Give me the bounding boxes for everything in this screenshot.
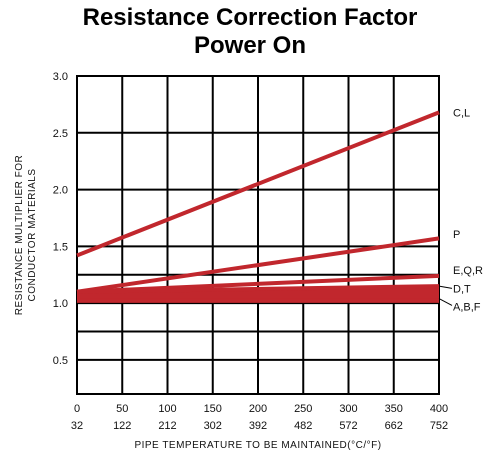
y-tick-label: 2.0 [53, 185, 68, 197]
x-tick-label-fahrenheit: 32 [71, 420, 83, 432]
leader-line-d-t [438, 285, 453, 289]
x-tick-label-celsius: 250 [294, 403, 312, 415]
x-axis-label: PIPE TEMPERATURE TO BE MAINTAINED(°C/°F) [134, 440, 381, 451]
series-marks [76, 110, 440, 303]
x-tick-label-fahrenheit: 572 [339, 420, 357, 432]
x-tick-label-fahrenheit: 392 [249, 420, 267, 432]
chart-title: Resistance Correction Factor [82, 4, 418, 31]
y-tick-label: 1.0 [53, 298, 68, 310]
series-label-d-t: D,T [453, 283, 471, 295]
x-tick-label-fahrenheit: 122 [113, 420, 131, 432]
x-tick-label-fahrenheit: 662 [385, 420, 403, 432]
y-tick-labels: 3.0 2.5 2.0 1.5 1.0 0.5 [53, 71, 68, 367]
series-band-a-b-f-d-t [77, 286, 439, 301]
y-axis-label-line1: RESISTANCE MULTIPLIER FOR [14, 155, 25, 315]
y-axis-label-line2: CONDUCTOR MATERIALS [27, 168, 38, 301]
chart-title-block: Resistance Correction Factor Power On [0, 4, 500, 60]
chart-subtitle: Power On [193, 32, 307, 59]
x-tick-label-fahrenheit: 752 [430, 420, 448, 432]
y-tick-label: 1.5 [53, 241, 68, 253]
series-line-p [76, 236, 440, 294]
series-line-d-t [76, 284, 440, 294]
x-tick-label-fahrenheit: 302 [204, 420, 222, 432]
x-tick-label-celsius: 200 [249, 403, 267, 415]
y-tick-label: 2.5 [53, 128, 68, 140]
x-tick-label-celsius: 50 [116, 403, 128, 415]
series-label-p: P [453, 229, 460, 241]
x-tick-label-celsius: 150 [204, 403, 222, 415]
y-tick-label: 0.5 [53, 355, 68, 367]
series-label-a-b-f: A,B,F [453, 302, 481, 314]
series-labels: C,L P E,Q,R D,T A,B,F [438, 107, 483, 314]
x-tick-label-celsius: 400 [430, 403, 448, 415]
series-line-c-l [76, 110, 440, 258]
y-tick-label: 3.0 [53, 71, 68, 83]
leader-line-a-b-f [438, 298, 453, 306]
x-tick-label-celsius: 100 [158, 403, 176, 415]
series-label-c-l: C,L [453, 107, 470, 119]
x-tick-labels: 0 32 50 122 100 212 150 302 200 392 250 482 300 572 35… [71, 403, 448, 432]
x-tick-label-fahrenheit: 482 [294, 420, 312, 432]
x-tick-label-celsius: 350 [385, 403, 403, 415]
x-tick-label-celsius: 300 [339, 403, 357, 415]
x-tick-label-celsius: 0 [74, 403, 80, 415]
series-label-e-q-r: E,Q,R [453, 265, 483, 277]
x-tick-label-fahrenheit: 212 [158, 420, 176, 432]
